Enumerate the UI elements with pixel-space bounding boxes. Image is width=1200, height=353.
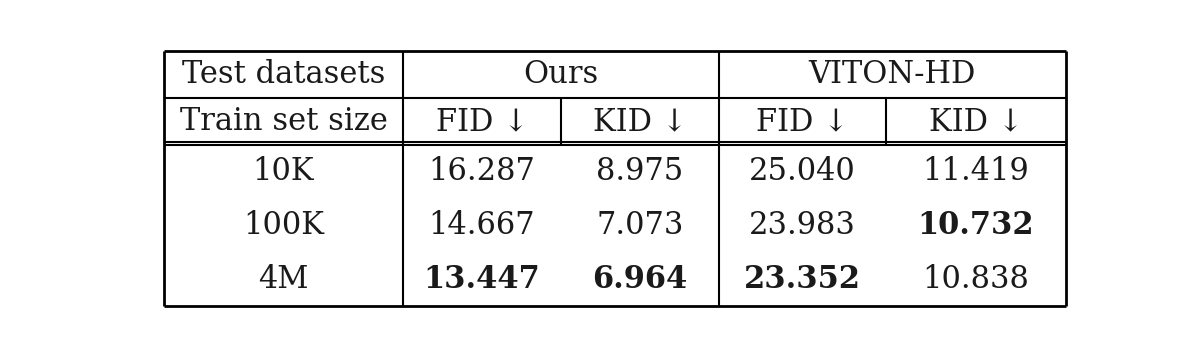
Text: Train set size: Train set size (180, 106, 388, 137)
Text: 14.667: 14.667 (428, 210, 535, 241)
Text: 13.447: 13.447 (424, 264, 540, 295)
Text: 16.287: 16.287 (428, 156, 535, 187)
Text: 23.352: 23.352 (744, 264, 860, 295)
Text: 23.983: 23.983 (749, 210, 856, 241)
Text: KID ↓: KID ↓ (929, 106, 1022, 137)
Text: 7.073: 7.073 (596, 210, 684, 241)
Text: 11.419: 11.419 (923, 156, 1030, 187)
Text: FID ↓: FID ↓ (436, 106, 528, 137)
Text: FID ↓: FID ↓ (756, 106, 848, 137)
Text: VITON-HD: VITON-HD (809, 59, 976, 90)
Text: 25.040: 25.040 (749, 156, 856, 187)
Text: 8.975: 8.975 (596, 156, 684, 187)
Text: 6.964: 6.964 (592, 264, 688, 295)
Text: 10.838: 10.838 (923, 264, 1030, 295)
Text: 10K: 10K (253, 156, 314, 187)
Text: KID ↓: KID ↓ (593, 106, 686, 137)
Text: 10.732: 10.732 (918, 210, 1034, 241)
Text: 4M: 4M (258, 264, 308, 295)
Text: Ours: Ours (523, 59, 599, 90)
Text: Test datasets: Test datasets (181, 59, 385, 90)
Text: 100K: 100K (242, 210, 324, 241)
